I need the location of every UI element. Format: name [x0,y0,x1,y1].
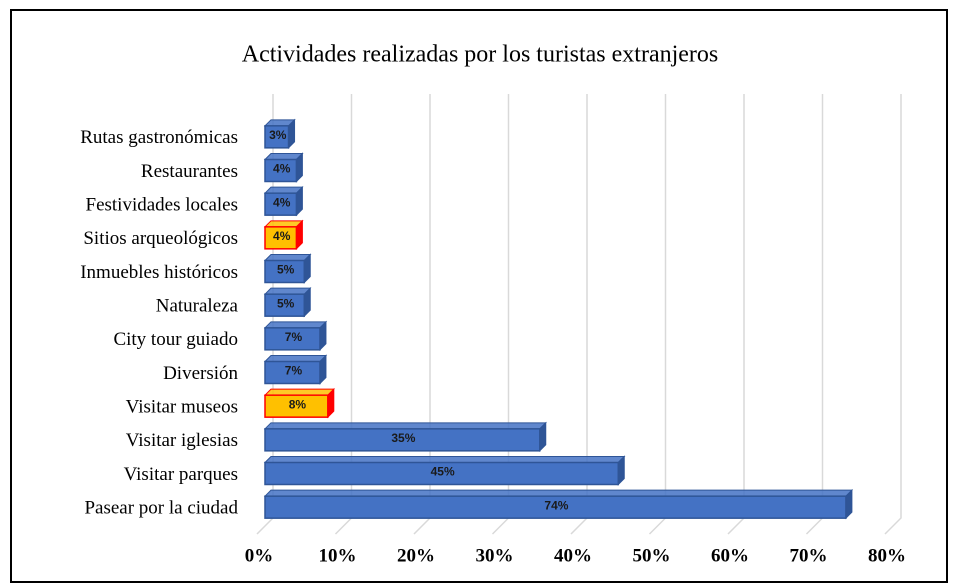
y-tick-label: Visitar museos [126,397,238,418]
bar [264,158,298,183]
bar-top [263,489,854,497]
bar-top [263,388,336,396]
x-tick-label: 0% [245,545,274,566]
x-tick-label: 60% [711,545,749,566]
bar [264,293,305,317]
bar [264,461,619,486]
y-tick-label: Pasear por la ciudad [84,498,238,519]
bar [264,360,321,385]
data-label: 74% [544,498,568,512]
y-tick-label: Visitar iglesias [126,430,238,451]
bar [264,495,847,519]
data-label: 45% [431,465,455,479]
chart-title: Actividades realizadas por los turistas … [242,42,719,68]
y-tick-label: Restaurantes [141,161,238,182]
x-tick-label: 20% [397,545,435,566]
data-label: 4% [273,162,291,176]
bar [264,327,321,351]
bar [264,192,298,216]
data-label: 5% [277,296,295,310]
x-tick-label: 30% [476,545,514,566]
data-label: 7% [285,330,303,344]
x-tick-label: 10% [319,545,357,566]
bar-top [263,287,312,295]
bar-top [263,456,626,463]
grid-line [884,94,902,535]
y-tick-label: City tour guiado [113,329,238,350]
y-tick-label: Sitios arqueológicos [83,228,238,249]
y-tick-label: Visitar parques [124,464,238,485]
bar [264,394,329,418]
bar [264,226,298,250]
x-tick-label: 80% [868,545,906,566]
bar-top [263,254,312,261]
bar [264,259,305,284]
data-label: 3% [269,128,287,142]
bar-top [263,422,547,430]
data-label: 4% [273,195,291,209]
data-label: 4% [273,229,291,243]
y-tick-label: Inmuebles históricos [80,262,238,283]
y-tick-label: Naturaleza [156,296,239,317]
x-tick-label: 70% [790,545,828,566]
bar-top [263,321,328,329]
data-label: 5% [277,263,295,277]
data-label: 35% [391,431,415,445]
data-label: 8% [289,397,307,411]
y-tick-label: Diversión [163,363,238,384]
bar [264,125,290,149]
x-tick-label: 50% [633,545,671,566]
bar [264,428,541,452]
y-tick-label: Festividades locales [86,195,239,216]
y-tick-label: Rutas gastronómicas [80,127,238,148]
chart-border [10,9,948,583]
x-tick-label: 40% [554,545,592,566]
data-label: 7% [285,364,303,378]
bar-top [263,355,328,362]
